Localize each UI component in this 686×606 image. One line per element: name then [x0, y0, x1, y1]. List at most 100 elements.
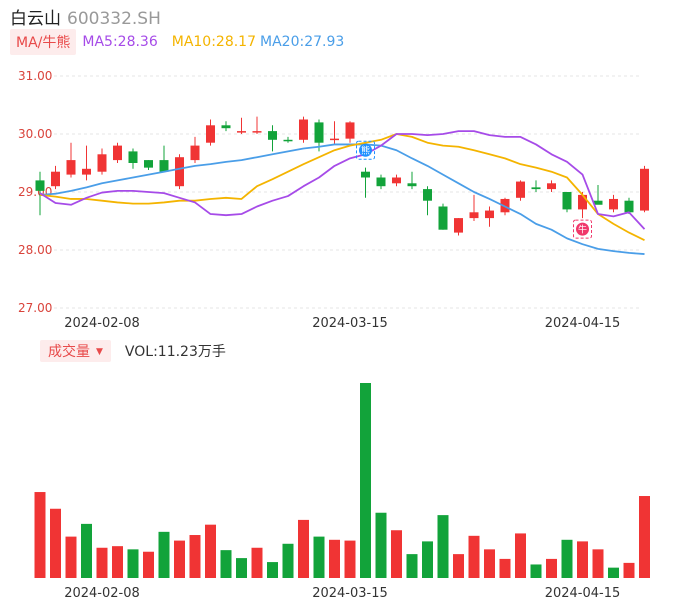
candle [345, 121, 355, 143]
candle [531, 180, 541, 192]
candle [51, 165, 60, 190]
candle-body [51, 171, 60, 187]
candle [454, 218, 463, 236]
volume-bar [530, 564, 542, 578]
candle-body [376, 177, 386, 187]
ma5-readout: MA5:28.36 [82, 34, 158, 50]
caret-down-icon: ▼ [96, 347, 103, 357]
candle [144, 160, 153, 170]
candle-body [345, 122, 355, 139]
volume-bar [189, 535, 201, 578]
volume-bar [50, 508, 61, 578]
candle-body [252, 131, 262, 133]
volume-bar [251, 547, 263, 578]
volume-bar [515, 533, 526, 578]
bull-marker-badge [576, 222, 589, 236]
candle [113, 142, 122, 163]
candle [66, 142, 76, 178]
volume-bar [112, 546, 123, 578]
volume-bar [453, 554, 464, 578]
volume-bar [34, 492, 46, 578]
volume-bar [143, 551, 154, 578]
candle-body [299, 119, 308, 140]
volume-legend: 成交量 ▼ VOL:11.23万手 [40, 340, 226, 362]
candle-body [640, 168, 649, 211]
candle-body [268, 131, 277, 140]
candle-body [330, 138, 339, 141]
volume-bar [220, 550, 232, 578]
stock-header: 白云山 600332.SH [10, 4, 161, 29]
candle [221, 121, 231, 132]
candle [330, 121, 339, 145]
volume-bar [267, 562, 278, 578]
volume-date-labels: 2024-02-08 2024-03-15 2024-04-15 [64, 586, 620, 601]
candle [562, 192, 572, 213]
y-tick-label: 27.00 [18, 301, 52, 315]
candle [640, 165, 649, 213]
ma10-readout: MA10:28.17 [171, 34, 257, 50]
candle [407, 171, 417, 190]
candle [159, 145, 169, 172]
candle-body [206, 125, 215, 143]
candle-body [562, 192, 572, 210]
candle-body [35, 180, 45, 191]
candle-body [283, 139, 293, 142]
volume-bar [205, 524, 216, 578]
volume-bar [282, 543, 294, 578]
candle [609, 194, 618, 213]
candle-body [221, 125, 231, 129]
candle-body [314, 122, 324, 143]
volume-bar [127, 549, 139, 578]
candle [361, 167, 370, 198]
volume-bar [499, 558, 511, 578]
candle [392, 174, 401, 187]
volume-bar [158, 531, 170, 578]
candle [376, 174, 386, 190]
candle-body [66, 160, 76, 175]
candle [624, 197, 634, 215]
volume-bar [174, 540, 185, 578]
volume-indicator-tag[interactable]: 成交量 ▼ [40, 340, 111, 362]
candle [237, 117, 246, 134]
x-axis-date-label: 2024-02-08 [64, 316, 140, 331]
volume-bar [422, 541, 433, 578]
candle [485, 206, 494, 227]
volume-bar [546, 558, 557, 578]
moving-average-lines [39, 130, 646, 255]
candle [97, 148, 107, 175]
candle [547, 180, 556, 192]
bear-marker-badge [359, 143, 372, 157]
candle-body [469, 212, 479, 219]
candlestick-series [35, 116, 649, 236]
bear-marker-label: 熊 [361, 145, 370, 157]
candle [593, 185, 603, 205]
candle-body [190, 145, 200, 161]
candle-body [237, 131, 246, 133]
volume-readout: VOL:11.23万手 [124, 344, 226, 360]
x-axis-date-label: 2024-04-15 [545, 586, 621, 601]
ma-indicator-tag[interactable]: MA/牛熊 [10, 29, 77, 55]
candle [423, 186, 432, 216]
stock-name: 白云山 [10, 9, 61, 29]
ma-legend: MA/牛熊 MA5:28.36 MA10:28.17 MA20:27.93 [10, 29, 344, 55]
candle [190, 136, 200, 163]
volume-bar [592, 549, 604, 578]
bear-marker-frame [356, 140, 375, 160]
bear-marker: 熊 [356, 140, 375, 160]
volume-bar [375, 512, 387, 578]
candle [206, 119, 215, 146]
candle-body [516, 181, 525, 198]
candle-body [531, 187, 541, 190]
candle-body [144, 160, 153, 168]
volume-bar [65, 536, 77, 578]
volume-tag-label: 成交量 [48, 344, 90, 360]
candle [438, 203, 448, 230]
candle-body [624, 200, 634, 213]
candle [283, 136, 293, 143]
bull-marker-label: 牛 [578, 224, 587, 236]
volume-bar [81, 523, 92, 578]
candle-body [485, 210, 494, 219]
candle [175, 154, 184, 190]
candle-body [159, 160, 169, 172]
